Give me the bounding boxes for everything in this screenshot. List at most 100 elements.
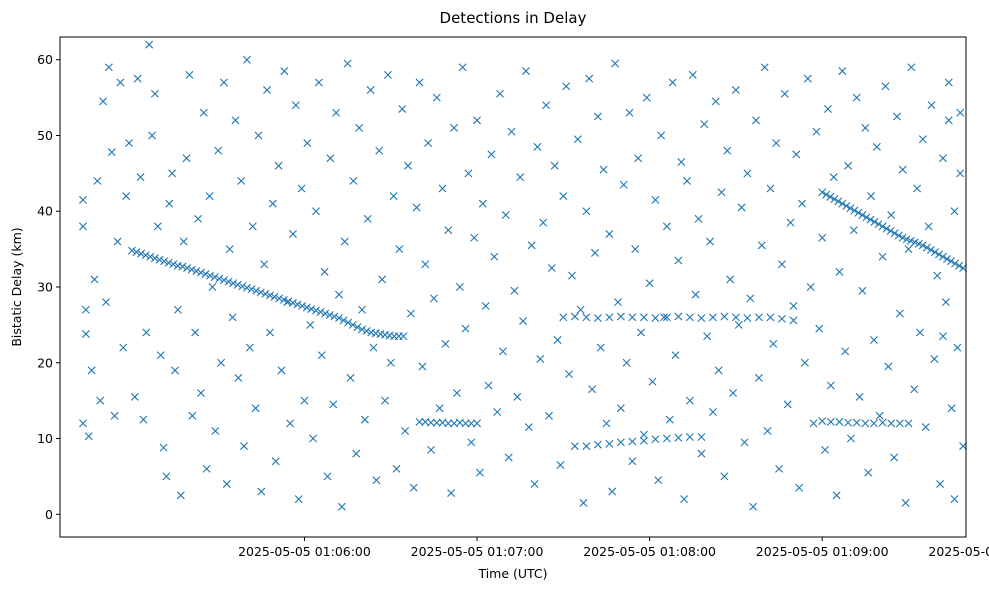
data-point xyxy=(188,411,197,420)
data-point xyxy=(708,408,717,416)
data-point xyxy=(639,430,648,439)
data-point xyxy=(907,63,916,72)
data-point xyxy=(332,108,341,117)
data-point xyxy=(752,116,761,125)
data-point xyxy=(450,123,459,132)
data-point xyxy=(399,332,408,341)
data-point xyxy=(320,267,329,276)
data-point xyxy=(142,328,151,337)
data-point xyxy=(878,418,887,427)
data-point xyxy=(714,366,723,375)
data-point xyxy=(113,237,122,246)
data-point xyxy=(890,453,899,462)
data-point xyxy=(826,417,835,426)
data-point xyxy=(884,362,893,371)
data-point xyxy=(348,320,357,329)
data-point xyxy=(238,282,247,291)
data-point xyxy=(852,93,861,102)
data-point xyxy=(217,358,226,367)
data-point xyxy=(219,276,228,285)
data-point xyxy=(922,243,931,252)
data-point xyxy=(944,78,953,87)
data-point xyxy=(527,241,536,250)
data-point xyxy=(894,231,903,240)
data-point xyxy=(208,283,217,291)
data-point xyxy=(196,268,205,277)
data-point xyxy=(697,449,706,458)
data-point xyxy=(706,237,715,246)
data-point xyxy=(286,419,295,428)
data-point xyxy=(726,275,735,284)
data-point xyxy=(325,311,334,320)
data-point xyxy=(913,184,922,193)
data-point xyxy=(214,146,223,155)
data-point xyxy=(378,275,387,284)
data-point xyxy=(329,400,338,409)
data-point xyxy=(924,222,933,231)
data-point xyxy=(349,176,358,185)
data-point xyxy=(81,329,90,338)
data-point xyxy=(467,419,476,428)
data-point xyxy=(939,252,947,261)
data-point xyxy=(588,385,597,394)
data-point xyxy=(918,241,927,250)
data-point xyxy=(206,271,215,280)
data-point xyxy=(697,433,706,441)
data-point xyxy=(283,298,292,307)
x-tick-label: 2025-05-05 01:07:00 xyxy=(411,544,544,559)
data-point xyxy=(307,304,316,313)
data-point xyxy=(691,290,700,299)
data-point xyxy=(674,433,683,442)
data-point xyxy=(680,495,689,504)
data-point xyxy=(662,434,671,443)
data-point xyxy=(306,320,315,329)
data-point xyxy=(651,195,660,204)
data-point xyxy=(662,313,671,322)
data-point xyxy=(835,267,844,276)
data-point xyxy=(470,233,479,242)
data-point xyxy=(869,419,878,428)
data-point xyxy=(392,464,401,473)
data-point xyxy=(288,229,297,238)
data-point xyxy=(950,207,959,216)
data-point xyxy=(404,161,413,170)
data-point xyxy=(559,313,568,322)
data-point xyxy=(383,70,392,79)
data-point xyxy=(875,411,884,420)
data-point xyxy=(362,326,371,335)
data-point xyxy=(441,339,450,348)
data-point xyxy=(169,260,178,269)
chart-title: Detections in Delay xyxy=(440,9,587,27)
data-point xyxy=(611,59,620,68)
data-point xyxy=(395,245,404,254)
data-point xyxy=(248,222,257,231)
data-point xyxy=(818,188,827,197)
data-point xyxy=(708,313,717,322)
data-point xyxy=(271,457,280,466)
data-point xyxy=(901,498,910,507)
data-point xyxy=(939,332,947,341)
data-point xyxy=(146,252,155,261)
data-point xyxy=(270,292,279,301)
data-point xyxy=(467,438,476,447)
data-point xyxy=(165,199,174,208)
data-point xyxy=(139,415,148,424)
x-tick-label: 2025-05-05 01:09:00 xyxy=(756,544,889,559)
y-axis-label: Bistatic Delay (km) xyxy=(9,227,24,346)
data-point xyxy=(119,343,128,352)
x-tick-label: 2025-05-05 01:08:00 xyxy=(583,544,716,559)
data-point xyxy=(944,116,953,125)
data-point xyxy=(619,180,628,189)
data-point xyxy=(862,213,871,222)
data-point xyxy=(823,104,832,113)
data-point xyxy=(234,373,243,382)
data-point xyxy=(153,222,162,231)
data-point xyxy=(93,176,102,185)
data-point xyxy=(943,254,952,263)
data-point xyxy=(90,275,99,284)
data-point xyxy=(352,449,361,458)
data-point xyxy=(608,487,617,496)
data-point xyxy=(458,63,467,72)
